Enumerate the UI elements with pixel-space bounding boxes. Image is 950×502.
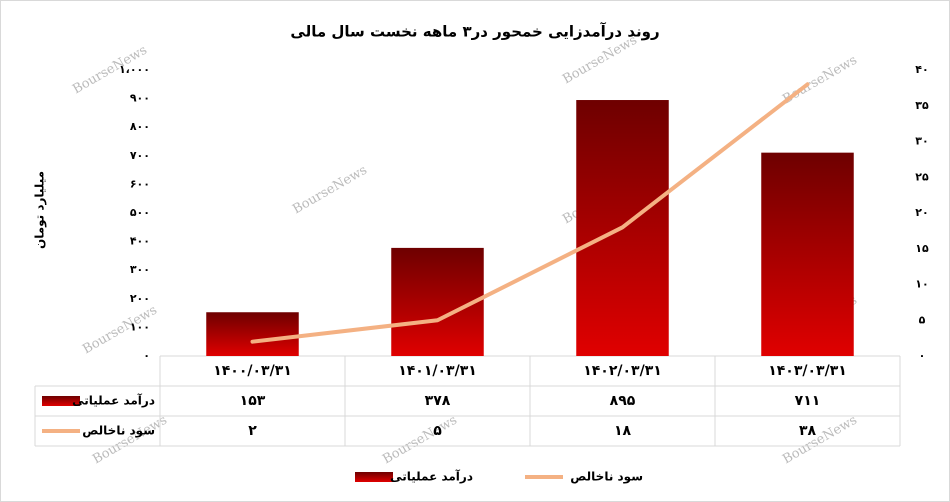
y-tick-label: ۱۰۰	[130, 320, 150, 333]
y2-tick-label: ۲۵	[915, 170, 929, 183]
table-cell: ۷۱۱	[795, 393, 821, 409]
y-tick-label: ۰	[143, 349, 150, 362]
legend-key	[355, 472, 393, 482]
table-row-label: سود ناخالص	[82, 424, 155, 439]
table-cell: ۸۹۵	[610, 393, 636, 409]
y-tick-label: ۸۰۰	[130, 120, 150, 133]
y-tick-label: ۱،۰۰۰	[119, 63, 150, 76]
y2-tick-label: ۱۰	[915, 278, 928, 291]
y2-tick-label: ۱۵	[915, 242, 929, 255]
legend-key	[42, 396, 80, 406]
y2-tick-label: ۳۵	[915, 99, 929, 112]
y2-tick-label: ۰	[919, 349, 926, 362]
y-tick-label: ۶۰۰	[130, 177, 150, 190]
bar	[206, 312, 299, 356]
y-axis-label: میلیارد تومان	[33, 171, 48, 249]
table-cell: ۱۵۳	[240, 393, 266, 409]
legend-label: سود ناخالص	[570, 470, 643, 485]
y-tick-label: ۳۰۰	[130, 263, 150, 276]
legend-label: درآمد عملیاتی	[390, 469, 473, 484]
y-tick-label: ۲۰۰	[130, 292, 150, 305]
table-row-label: درآمد عملیاتی	[72, 393, 155, 408]
x-tick-label: ۱۴۰۱/۰۳/۳۱	[398, 363, 477, 379]
table-cell: ۵	[433, 423, 442, 439]
y2-tick-label: ۴۰	[915, 63, 928, 76]
y2-tick-label: ۲۰	[915, 206, 928, 219]
x-tick-label: ۱۴۰۲/۰۳/۳۱	[583, 363, 662, 379]
table-cell: ۱۸	[614, 423, 632, 439]
y-tick-label: ۵۰۰	[130, 206, 150, 219]
x-tick-label: ۱۴۰۰/۰۳/۳۱	[213, 363, 292, 379]
y2-tick-label: ۵	[919, 313, 926, 326]
y2-tick-label: ۳۰	[915, 135, 928, 148]
table-cell: ۳۷۸	[425, 393, 451, 409]
y-tick-label: ۷۰۰	[130, 149, 150, 162]
table-cell: ۳۸	[799, 423, 817, 439]
chart-title: روند درآمدزایی خمحور در۳ ماهه نخست سال م…	[290, 23, 659, 41]
table-cell: ۲	[248, 423, 257, 439]
line	[250, 82, 810, 344]
bar	[391, 247, 484, 356]
x-tick-label: ۱۴۰۳/۰۳/۳۱	[768, 363, 847, 379]
y-tick-label: ۹۰۰	[130, 92, 150, 105]
bar	[761, 152, 854, 356]
y-tick-label: ۴۰۰	[130, 235, 150, 248]
